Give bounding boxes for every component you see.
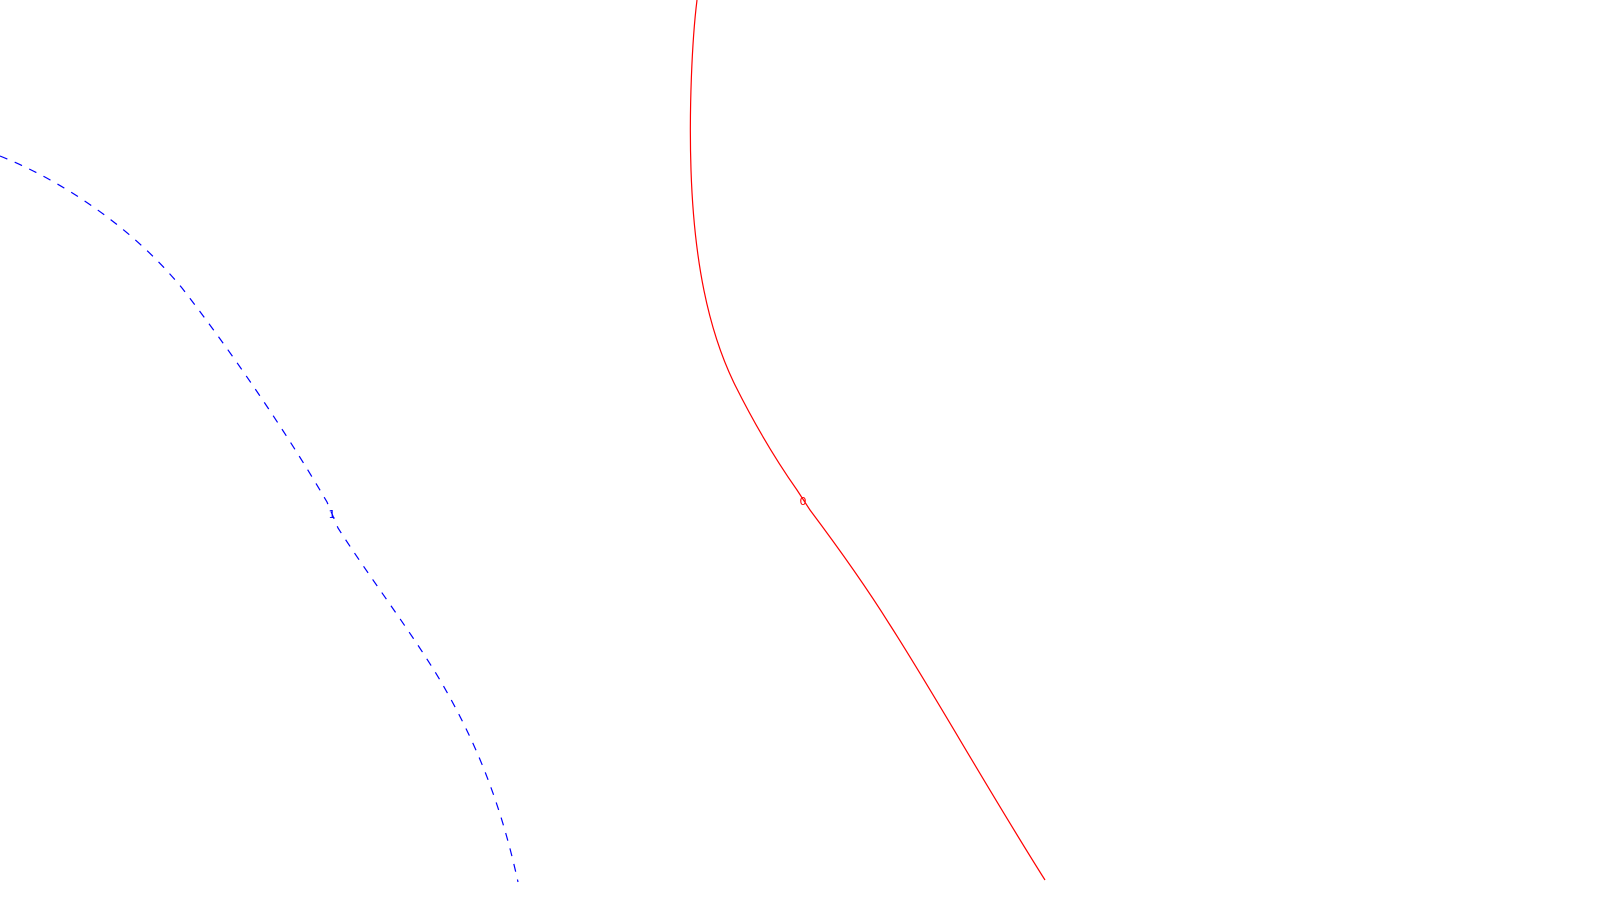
contour-line-0 bbox=[689, 0, 1046, 881]
contour-label-1: 1 bbox=[329, 508, 336, 521]
contour-label-0: 0 bbox=[800, 495, 807, 508]
contour-line-1 bbox=[0, 155, 519, 883]
